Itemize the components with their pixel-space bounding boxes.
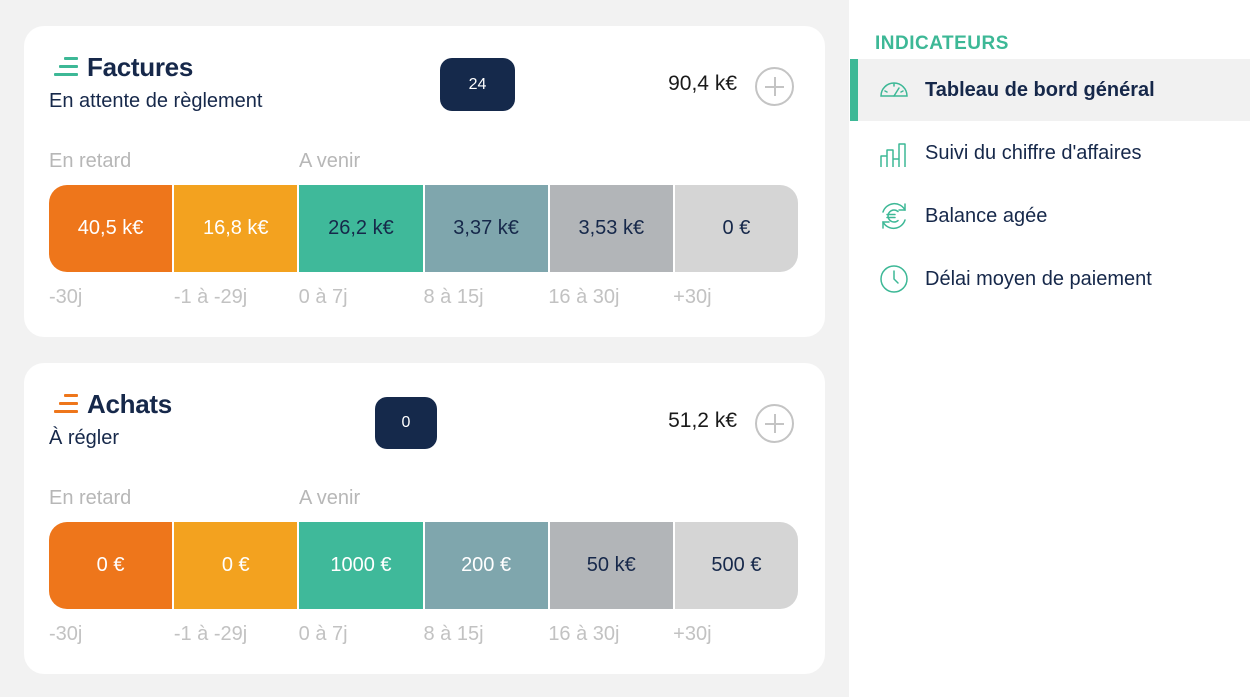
aging-segment-30-plus[interactable]: 500 €: [674, 522, 798, 609]
dashboard-pane: Factures En attente de règlement 24 90,4…: [0, 0, 849, 697]
icon-line: [59, 402, 78, 405]
aging-segment-16-30[interactable]: 50 k€: [549, 522, 675, 609]
aging-segment-0-7[interactable]: 1000 €: [299, 522, 425, 609]
add-button[interactable]: [755, 67, 794, 106]
upcoming-label: A venir: [299, 487, 361, 509]
late-label: En retard: [49, 487, 132, 509]
aging-segment-0-7[interactable]: 26,2 k€: [299, 185, 425, 272]
range-label: +30j: [673, 286, 712, 308]
aging-bar: 0 € 0 € 1000 € 200 € 50 k€ 500 €: [49, 522, 798, 609]
clock-icon: [880, 265, 908, 293]
range-label: 8 à 15j: [423, 623, 484, 645]
range-label: +30j: [673, 623, 712, 645]
bar-chart-icon: [880, 143, 906, 167]
add-button[interactable]: [755, 404, 794, 443]
total-amount: 90,4 k€: [668, 72, 737, 95]
range-label: -1 à -29j: [173, 286, 248, 308]
total-amount: 51,2 k€: [668, 409, 737, 432]
aging-segment-late-30[interactable]: 40,5 k€: [49, 185, 175, 272]
range-label: 0 à 7j: [298, 623, 348, 645]
range-labels: -30j -1 à -29j 0 à 7j 8 à 15j 16 à 30j +…: [49, 623, 798, 646]
aging-segment-8-15[interactable]: 3,37 k€: [424, 185, 550, 272]
nav-item-label: Balance agée: [925, 204, 1048, 227]
range-label: 0 à 7j: [298, 286, 348, 308]
range-label: -30j: [49, 623, 83, 645]
aging-segment-30-plus[interactable]: 0 €: [674, 185, 798, 272]
aging-segment-16-30[interactable]: 3,53 k€: [549, 185, 675, 272]
nav-item-chiffre-affaires[interactable]: Suivi du chiffre d'affaires: [850, 122, 1250, 184]
aging-segment-8-15[interactable]: 200 €: [424, 522, 550, 609]
card-subtitle: À régler: [49, 427, 120, 449]
range-label: 16 à 30j: [548, 623, 620, 645]
stack-lines-icon: [52, 394, 78, 416]
aging-segment-late-1-29[interactable]: 0 €: [174, 522, 300, 609]
count-badge[interactable]: 24: [440, 58, 515, 111]
icon-line: [59, 65, 78, 68]
range-labels: -30j -1 à -29j 0 à 7j 8 à 15j 16 à 30j +…: [49, 286, 798, 309]
icon-line: [54, 73, 78, 76]
speedometer-icon: [880, 82, 908, 97]
icon-line: [54, 410, 78, 413]
card-title: Factures: [87, 52, 193, 82]
factures-card: Factures En attente de règlement 24 90,4…: [24, 26, 825, 337]
nav-item-label: Tableau de bord général: [925, 78, 1155, 101]
card-title: Achats: [87, 389, 172, 419]
euro-cycle-icon: [882, 202, 906, 230]
stack-lines-icon: [52, 57, 78, 79]
nav-item-balance-agee[interactable]: Balance agée: [850, 185, 1250, 247]
nav-item-delai-paiement[interactable]: Délai moyen de paiement: [850, 248, 1250, 310]
icon-line: [64, 57, 78, 60]
late-label: En retard: [49, 150, 132, 172]
indicators-title: INDICATEURS: [875, 33, 1009, 54]
aging-segment-late-30[interactable]: 0 €: [49, 522, 175, 609]
nav-item-tableau-de-bord[interactable]: Tableau de bord général: [850, 59, 1250, 121]
icon-line: [64, 394, 78, 397]
achats-card: Achats À régler 0 51,2 k€ En retard A ve…: [24, 363, 825, 674]
range-label: 8 à 15j: [423, 286, 484, 308]
count-badge[interactable]: 0: [375, 397, 437, 449]
upcoming-label: A venir: [299, 150, 361, 172]
aging-segment-late-1-29[interactable]: 16,8 k€: [174, 185, 300, 272]
range-label: 16 à 30j: [548, 286, 620, 308]
aging-bar: 40,5 k€ 16,8 k€ 26,2 k€ 3,37 k€ 3,53 k€ …: [49, 185, 798, 272]
range-label: -30j: [49, 286, 83, 308]
card-subtitle: En attente de règlement: [49, 90, 263, 112]
nav-item-label: Suivi du chiffre d'affaires: [925, 141, 1142, 164]
nav-item-label: Délai moyen de paiement: [925, 267, 1152, 290]
range-label: -1 à -29j: [173, 623, 248, 645]
